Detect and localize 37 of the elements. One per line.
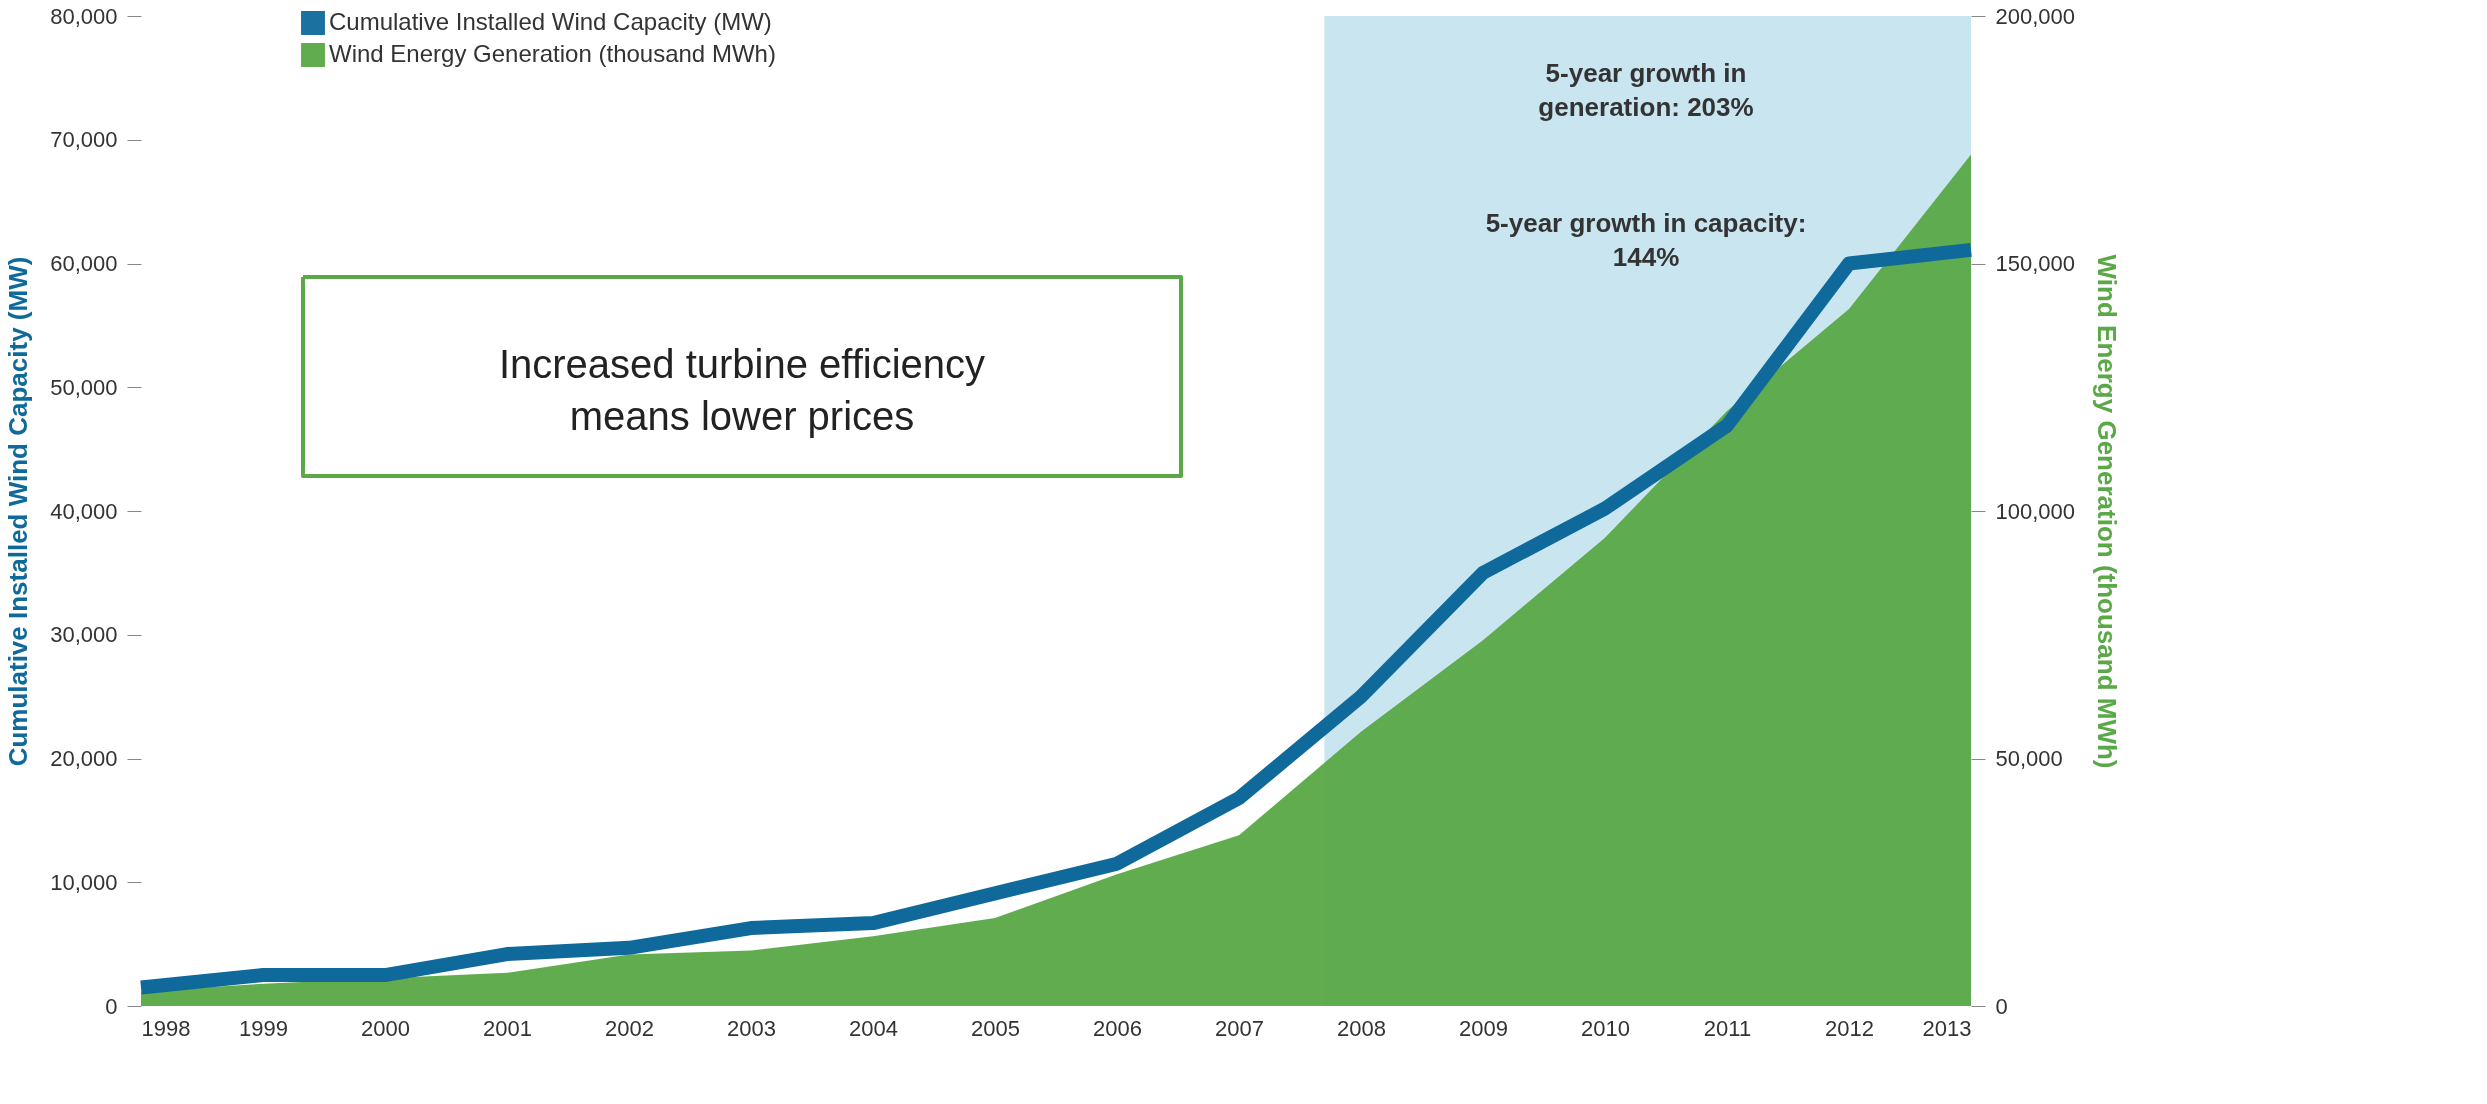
y-tick-label: 50,000 [50,374,118,400]
x-tick-label: 2001 [483,1015,532,1041]
y-tick-label: 0 [105,993,118,1019]
annotation: Increased turbine efficiency means lower prices [498,342,986,438]
annotation: 5-year growth in generation: 203% [1538,58,1754,122]
x-tick-label: 2004 [849,1015,898,1041]
y-tick-label: 20,000 [50,746,118,771]
y-tick-label: 10,000 [50,869,118,895]
x-tick-label: 2009 [1459,1015,1508,1041]
y2-tick-label: 50,000 [1995,746,2063,771]
x-tick-label: 2006 [1093,1015,1142,1041]
y-tick-label: 60,000 [50,251,118,276]
x-tick-label: 2013 [1922,1015,1972,1041]
y2-tick-label: 200,000 [1995,3,2076,29]
y-tick-label: 80,000 [50,3,118,29]
x-tick-label: 2000 [361,1015,410,1041]
y2-axis-title: Wind Energy Generation (thousand MWh) [2092,254,2123,769]
y2-tick-label: 0 [1995,993,2008,1019]
y-tick-label: 30,000 [50,622,118,648]
y-tick-label: 70,000 [50,127,118,153]
x-tick-label: 2005 [971,1015,1020,1041]
y2-tick-label: 100,000 [1995,498,2076,524]
y-axis-title: Cumulative Installed Wind Capacity (MW) [3,256,34,767]
legend-label: Cumulative Installed Wind Capacity (MW) [329,8,772,35]
x-tick-label: 1999 [239,1015,288,1041]
y2-tick-label: 150,000 [1995,251,2076,276]
x-tick-label: 2011 [1703,1015,1752,1041]
x-tick-label: 2002 [605,1015,654,1041]
x-tick-label: 1998 [141,1015,191,1041]
x-tick-label: 2003 [727,1015,776,1041]
x-tick-label: 2010 [1581,1015,1630,1041]
x-tick-label: 2008 [1337,1015,1386,1041]
x-tick-label: 2012 [1825,1015,1874,1041]
annotation: 5-year growth in capacity: 144% [1485,208,1807,272]
x-tick-label: 2007 [1215,1015,1264,1041]
legend-label: Wind Energy Generation (thousand MWh) [329,40,776,67]
y-tick-label: 40,000 [50,498,118,524]
